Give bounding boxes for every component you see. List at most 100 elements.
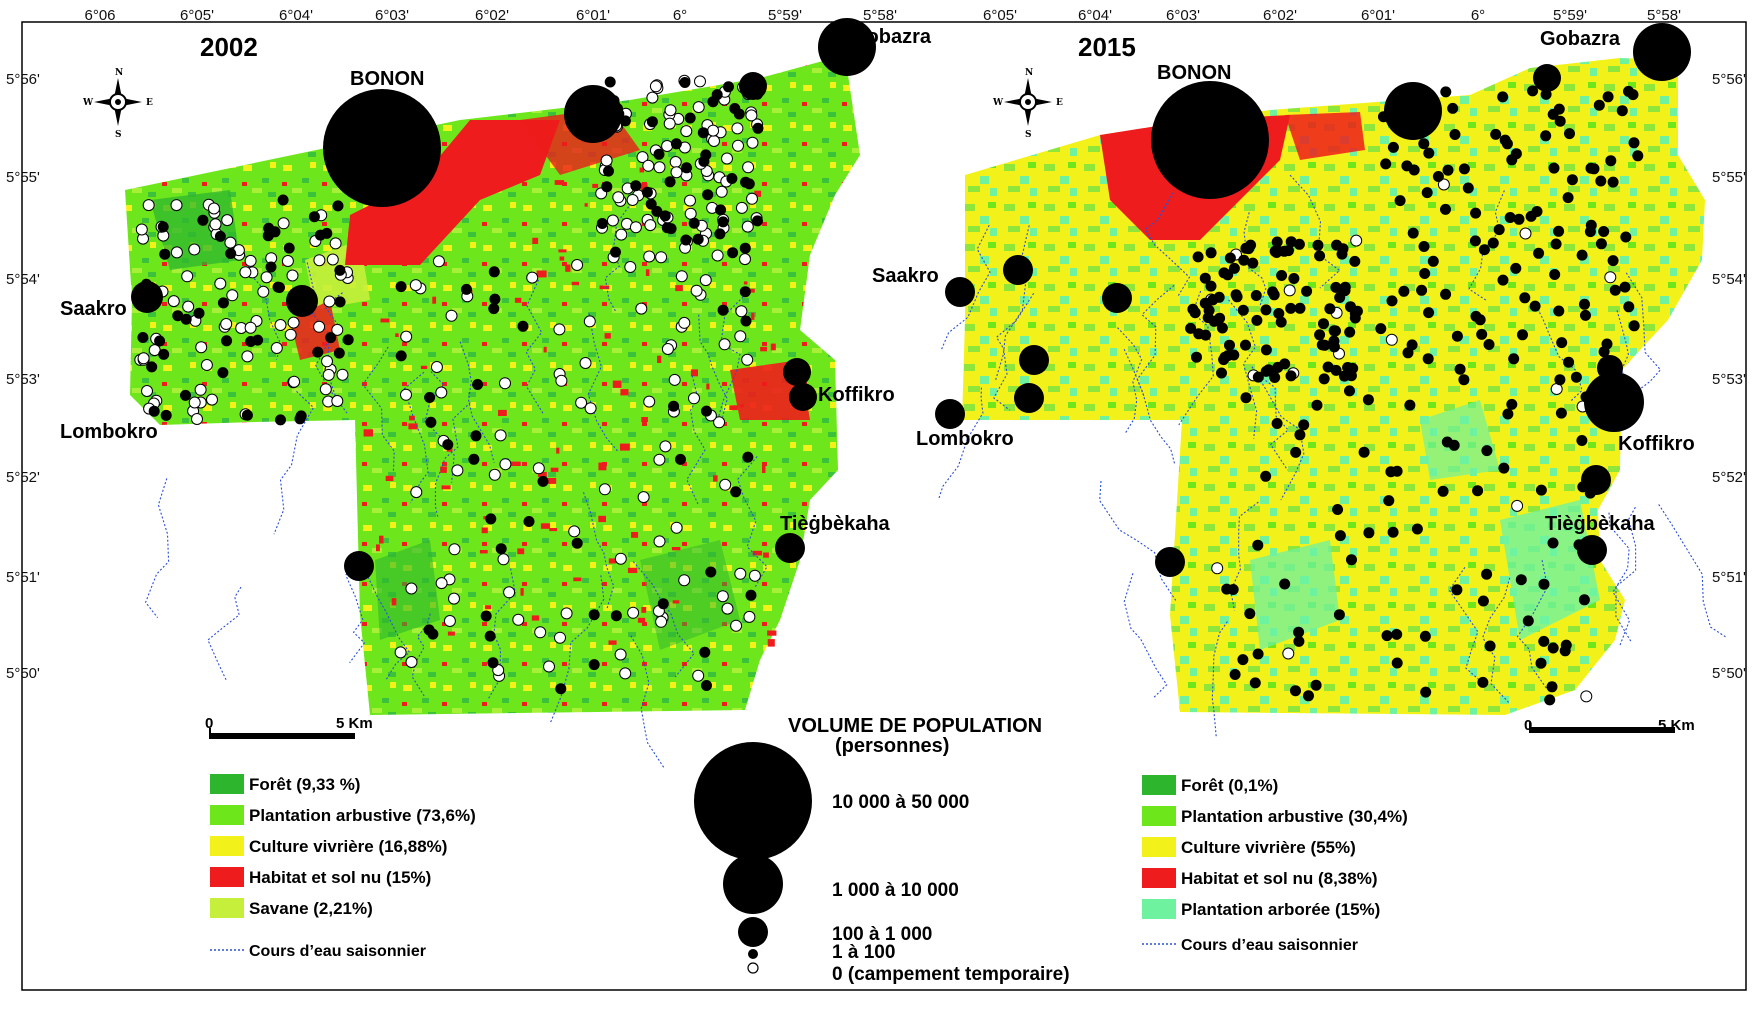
settlement-small [1199, 272, 1211, 284]
settlement-small [714, 228, 726, 240]
settlement-temporary [534, 626, 547, 639]
settlement-small [1458, 374, 1470, 386]
settlement-small [1334, 530, 1346, 542]
settlement-small [1517, 329, 1528, 341]
settlement-small [1244, 608, 1256, 620]
settlement-small [1578, 594, 1590, 606]
settlement-small [1595, 175, 1607, 187]
settlement-temporary [319, 383, 332, 396]
stream-line [1178, 290, 1214, 426]
settlement-temporary [432, 255, 445, 268]
pop-symbol-s [748, 949, 758, 959]
settlement-small [1318, 318, 1329, 330]
stream-line [144, 478, 170, 619]
settlement-small [601, 181, 613, 193]
map-2002: 2002 BONON Gobazra Saakro Lombokro Koffi… [60, 18, 932, 769]
settlement-small [1391, 465, 1403, 477]
year-label-2002: 2002 [200, 32, 258, 62]
settlement-small [1602, 91, 1614, 103]
compass-n: N [1025, 68, 1033, 78]
latitude-tick-label: 5°52' [1712, 469, 1746, 486]
settlement-medium [1533, 64, 1561, 92]
settlement-small [1285, 370, 1297, 382]
habitat-speck [537, 472, 547, 477]
settlement-small [1298, 419, 1310, 431]
settlement-small [1598, 346, 1610, 358]
settlement-temporary [707, 124, 720, 137]
settlement-small [1616, 105, 1628, 117]
settlement-small [1490, 128, 1502, 140]
settlement-small [661, 222, 673, 234]
habitat-speck [481, 527, 488, 534]
legend-label: Plantation arbustive (30,4%) [1181, 807, 1408, 826]
settlement-temporary [637, 491, 650, 504]
settlement-small [1314, 329, 1326, 341]
stream-line [1228, 299, 1258, 439]
settlement-small [1260, 344, 1272, 356]
settlement-small [1213, 291, 1225, 303]
habitat-speck [540, 523, 550, 529]
settlement-small [1271, 247, 1283, 258]
settlement-small [1328, 341, 1340, 353]
settlement-large [564, 85, 622, 143]
settlement-small [752, 122, 764, 134]
settlement-small [1607, 176, 1619, 188]
settlement-small [1538, 635, 1550, 647]
settlement-small [283, 242, 295, 254]
settlement-small [1249, 677, 1261, 689]
settlements-2002 [134, 74, 764, 695]
settlement-temporary [497, 553, 510, 566]
habitat-speck [767, 639, 775, 647]
arboreal-patch [1420, 400, 1500, 480]
settlement-small [1272, 361, 1284, 373]
settlement-small [1554, 374, 1566, 386]
settlement-small [1398, 285, 1410, 297]
settlement-small [700, 149, 712, 161]
settlement-small [1559, 645, 1571, 657]
settlement-small [739, 242, 751, 254]
latitude-ticks-right: 5°56' 5°55' 5°54' 5°53' 5°52' 5°51' 5°50' [1712, 71, 1746, 682]
settlement-small [1387, 141, 1399, 153]
settlement-lombokro-2015 [1014, 383, 1044, 413]
stream-line [698, 314, 728, 417]
legend-swatch [210, 805, 244, 825]
longitude-tick-label: 5°59' [1553, 7, 1587, 24]
settlement-temporary [141, 385, 153, 397]
settlement-medium [1581, 465, 1611, 495]
population-legend-subtitle: (personnes) [835, 735, 949, 757]
settlement-small [1447, 102, 1459, 114]
settlement-small [159, 248, 171, 260]
settlement-small [1216, 322, 1228, 334]
settlement-small [1555, 407, 1567, 419]
settlement-small [308, 211, 320, 223]
settlement-small [1301, 285, 1313, 297]
settlement-small [1595, 238, 1607, 250]
place-koffikro: Koffikro [818, 384, 895, 406]
settlement-temporary [451, 464, 464, 477]
settlement-small [1224, 339, 1235, 351]
settlement-small [1598, 226, 1610, 237]
settlement-temporary [244, 254, 257, 267]
settlement-small [740, 315, 752, 327]
settlement-temporary [746, 192, 758, 205]
settlement-small [740, 176, 752, 188]
habitat-speck [770, 343, 776, 351]
settlement-small [1427, 255, 1439, 267]
settlement-small [1383, 495, 1395, 507]
settlement-temporary [274, 319, 287, 331]
settlement-temporary [629, 221, 642, 234]
latitude-tick-label: 5°53' [1712, 371, 1746, 388]
settlement-medium [1155, 547, 1185, 577]
settlement-small [1311, 399, 1323, 411]
settlement-small [1310, 679, 1322, 691]
settlement-temporary [719, 478, 732, 491]
latitude-tick-label: 5°50' [6, 665, 40, 682]
settlement-temporary [208, 202, 220, 215]
settlement-small [1470, 207, 1482, 219]
settlement-temporary [575, 396, 588, 409]
settlement-temporary [1211, 562, 1224, 575]
latitude-tick-label: 5°51' [1712, 569, 1746, 586]
longitude-tick-label: 6° [673, 7, 687, 24]
longitude-tick-label: 6°05' [983, 7, 1017, 24]
settlement-temporary [624, 261, 637, 273]
